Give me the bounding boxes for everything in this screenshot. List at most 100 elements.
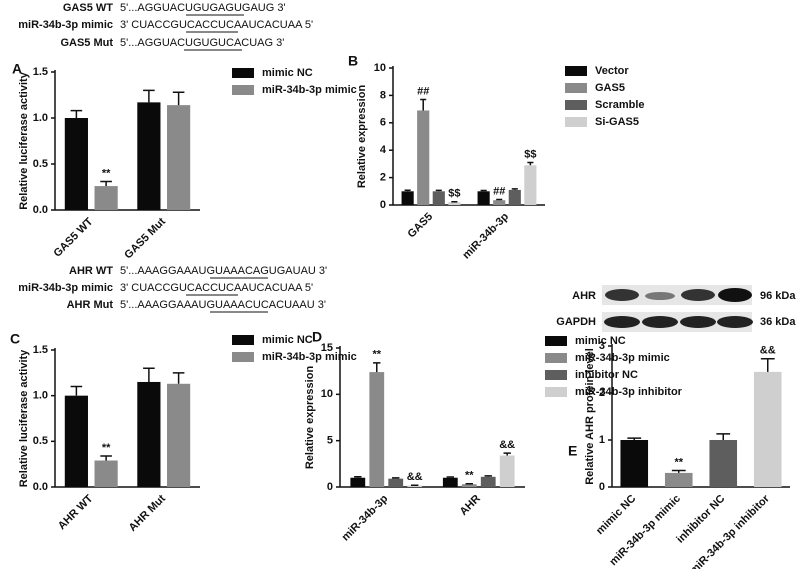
x-tick-label: mimic NC bbox=[594, 493, 638, 537]
legend-swatch bbox=[232, 68, 254, 78]
sequence: 3' CUACCGUCACCUCAAUCACUAA 5' bbox=[120, 282, 313, 294]
y-tick-label: 0 bbox=[599, 481, 605, 493]
error-bar bbox=[671, 469, 686, 473]
y-tick-label: 0.0 bbox=[33, 481, 48, 493]
bar bbox=[401, 191, 414, 205]
panel-letter: A bbox=[12, 61, 22, 77]
bar bbox=[448, 202, 461, 205]
significance-mark: && bbox=[499, 439, 515, 451]
bar bbox=[461, 484, 477, 487]
y-axis-title: Relative luciferase activity bbox=[18, 349, 30, 487]
legend-swatch bbox=[232, 352, 254, 362]
legend-label: miR-34b-3p mimic bbox=[575, 352, 670, 364]
legend-swatch bbox=[565, 83, 587, 93]
error-bar bbox=[484, 475, 492, 477]
y-tick-label: 0.5 bbox=[33, 158, 48, 170]
blot-band bbox=[604, 316, 640, 328]
panel-letter: C bbox=[10, 331, 20, 347]
x-tick-label: AHR WT bbox=[56, 493, 96, 533]
seq-label: miR-34b-3p mimic bbox=[18, 282, 113, 294]
legend-swatch bbox=[232, 335, 254, 345]
panel-letter: E bbox=[568, 443, 577, 459]
error-bar bbox=[100, 455, 112, 461]
error-bar bbox=[503, 452, 511, 456]
sequence: 5'...AGGUACUGUGAGUGAUG 3' bbox=[120, 2, 286, 14]
legend-label: GAS5 bbox=[595, 82, 625, 94]
legend-label: mimic NC bbox=[575, 335, 626, 347]
error-bar bbox=[435, 189, 442, 192]
legend-swatch bbox=[545, 387, 567, 397]
y-tick-label: 5 bbox=[327, 435, 333, 447]
significance-mark: && bbox=[407, 471, 423, 483]
error-bar bbox=[627, 437, 642, 440]
significance-mark: ** bbox=[372, 349, 381, 361]
x-tick-label: miR-34b-3p bbox=[460, 210, 511, 261]
error-bar bbox=[392, 477, 400, 479]
seq-label: miR-34b-3p mimic bbox=[18, 19, 113, 31]
y-tick-label: 0.0 bbox=[33, 204, 48, 216]
error-bar bbox=[760, 357, 775, 372]
y-tick-label: 15 bbox=[321, 342, 333, 354]
bar bbox=[524, 165, 537, 205]
legend-label: miR-34b-3p mimic bbox=[262, 351, 357, 363]
bar bbox=[442, 477, 458, 487]
blot-size: 96 kDa bbox=[760, 290, 796, 302]
error-bar bbox=[420, 98, 427, 111]
error-bar bbox=[451, 200, 458, 203]
bar bbox=[167, 105, 191, 210]
x-tick-label: GAS5 WT bbox=[51, 216, 95, 260]
bar bbox=[137, 102, 161, 210]
significance-mark: && bbox=[760, 345, 776, 357]
blot-label: AHR bbox=[572, 290, 596, 302]
x-tick-label: miR-34b-3p inhibitor bbox=[688, 492, 773, 569]
sequence: 5'...AGGUACUGUGUCACUAG 3' bbox=[120, 37, 284, 49]
error-bar bbox=[496, 198, 503, 201]
error-bar bbox=[172, 372, 185, 384]
legend-swatch bbox=[565, 66, 587, 76]
error-bar bbox=[511, 188, 518, 190]
legend-label: miR-34b-3p inhibitor bbox=[575, 386, 683, 398]
y-tick-label: 8 bbox=[380, 89, 386, 101]
seq-label: GAS5 WT bbox=[63, 2, 113, 14]
y-tick-label: 3 bbox=[599, 340, 605, 352]
error-bar bbox=[404, 189, 411, 192]
x-tick-label: GAS5 Mut bbox=[122, 215, 168, 261]
x-tick-label: AHR bbox=[458, 493, 483, 518]
error-bar bbox=[100, 180, 112, 187]
bar bbox=[477, 191, 490, 205]
significance-mark: ** bbox=[465, 470, 474, 482]
legend-swatch bbox=[545, 336, 567, 346]
significance-mark: $$ bbox=[448, 188, 460, 200]
y-tick-label: 10 bbox=[374, 62, 386, 74]
bar bbox=[137, 381, 161, 487]
y-tick-label: 0 bbox=[327, 481, 333, 493]
y-tick-label: 0 bbox=[380, 199, 386, 211]
y-tick-label: 6 bbox=[380, 117, 386, 129]
error-bar bbox=[354, 476, 362, 478]
bar bbox=[167, 383, 191, 487]
blot-band bbox=[718, 288, 752, 302]
y-tick-label: 1.0 bbox=[33, 112, 48, 124]
x-tick-label: GAS5 bbox=[405, 211, 435, 241]
y-tick-label: 4 bbox=[380, 144, 387, 156]
bar bbox=[709, 440, 738, 487]
legend-label: Vector bbox=[595, 65, 629, 77]
legend-label: mimic NC bbox=[262, 67, 313, 79]
x-tick-label: AHR Mut bbox=[127, 492, 169, 534]
legend-label: Scramble bbox=[595, 99, 645, 111]
y-tick-label: 0.5 bbox=[33, 435, 48, 447]
bar bbox=[480, 476, 496, 487]
y-axis-title: Relative AHR protein level bbox=[584, 348, 596, 485]
legend-swatch bbox=[565, 100, 587, 110]
error-bar bbox=[373, 362, 381, 373]
significance-mark: ** bbox=[674, 456, 683, 468]
bar bbox=[664, 472, 693, 487]
y-axis-title: Relative expression bbox=[304, 366, 316, 470]
y-tick-label: 1 bbox=[599, 434, 605, 446]
error-bar bbox=[527, 161, 534, 166]
bar bbox=[369, 372, 385, 487]
y-tick-label: 1.0 bbox=[33, 390, 48, 402]
bar bbox=[620, 440, 649, 487]
seq-label: GAS5 Mut bbox=[60, 37, 113, 49]
